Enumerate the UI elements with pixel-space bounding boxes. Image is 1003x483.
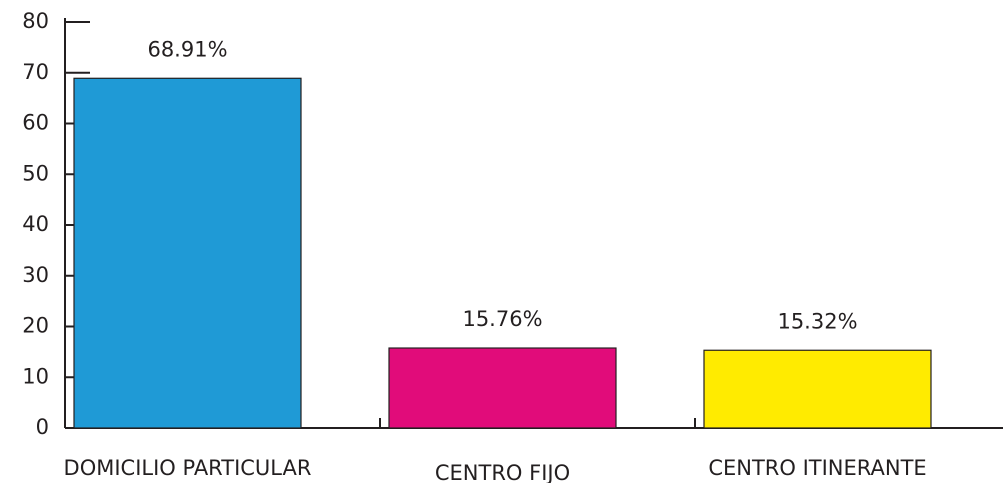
x-tick-label: DOMICILIO PARTICULAR (64, 456, 312, 480)
y-tick-label: 80 (22, 9, 49, 33)
y-tick-label: 20 (22, 314, 49, 338)
value-label: 15.32% (777, 309, 857, 333)
y-tick-label: 0 (36, 415, 49, 439)
value-label: 15.76% (462, 307, 542, 331)
y-tick-label: 40 (22, 212, 49, 236)
y-tick-label: 10 (22, 364, 49, 388)
bar (73, 77, 302, 429)
bar (703, 349, 932, 429)
y-tick-label: 50 (22, 161, 49, 185)
y-tick-label: 30 (22, 263, 49, 287)
y-tick-label: 70 (22, 60, 49, 84)
value-label: 68.91% (147, 37, 227, 61)
x-tick-label: CENTRO FIJO (435, 461, 570, 483)
y-tick-label: 60 (22, 111, 49, 135)
bar (388, 347, 617, 429)
x-tick-label: CENTRO ITINERANTE (708, 456, 926, 480)
